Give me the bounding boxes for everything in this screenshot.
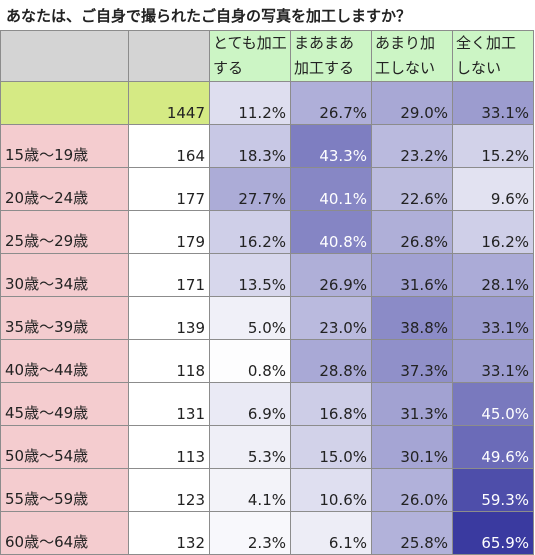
pct-not-at-all: 33.1% (452, 339, 534, 383)
pct-not-at-all: 33.1% (452, 296, 534, 340)
table-row: 25歳～29歳 179 16.2% 40.8% 26.8% 16.2% (0, 210, 534, 254)
pct-somewhat: 6.1% (290, 511, 372, 555)
pct-not-at-all: 15.2% (452, 124, 534, 168)
table-row: 60歳～64歳 132 2.3% 6.1% 25.8% 65.9% (0, 511, 534, 555)
pct-not-much: 22.6% (371, 167, 453, 211)
pct-very-much: 5.3% (209, 425, 291, 469)
pct-very-much: 4.1% (209, 468, 291, 512)
pct-somewhat: 28.8% (290, 339, 372, 383)
age-group-label: 50歳～54歳 (0, 425, 129, 469)
pct-not-much: 37.3% (371, 339, 453, 383)
pct-very-much: 13.5% (209, 253, 291, 297)
age-group-label: 30歳～34歳 (0, 253, 129, 297)
respondent-count: 139 (128, 296, 210, 340)
table-row: 45歳～49歳 131 6.9% 16.8% 31.3% 45.0% (0, 382, 534, 426)
total-row: 1447 11.2% 26.7% 29.0% 33.1% (0, 81, 534, 125)
total-pct-not-at-all: 33.1% (452, 81, 534, 125)
pct-somewhat: 16.8% (290, 382, 372, 426)
pct-not-at-all: 28.1% (452, 253, 534, 297)
respondent-count: 113 (128, 425, 210, 469)
pct-not-much: 31.6% (371, 253, 453, 297)
table-row: 20歳～24歳 177 27.7% 40.1% 22.6% 9.6% (0, 167, 534, 211)
age-group-label: 20歳～24歳 (0, 167, 129, 211)
respondent-count: 177 (128, 167, 210, 211)
pct-somewhat: 23.0% (290, 296, 372, 340)
pct-very-much: 18.3% (209, 124, 291, 168)
pct-not-at-all: 49.6% (452, 425, 534, 469)
respondent-count: 179 (128, 210, 210, 254)
total-pct-somewhat: 26.7% (290, 81, 372, 125)
age-group-label: 45歳～49歳 (0, 382, 129, 426)
header-row: とても加工する まあまあ加工する あまり加工しない 全く加工しない (0, 30, 534, 82)
age-group-label: 55歳～59歳 (0, 468, 129, 512)
total-label (0, 81, 129, 125)
table-row: 40歳～44歳 118 0.8% 28.8% 37.3% 33.1% (0, 339, 534, 383)
respondent-count: 131 (128, 382, 210, 426)
total-pct-not-much: 29.0% (371, 81, 453, 125)
pct-somewhat: 10.6% (290, 468, 372, 512)
pct-not-at-all: 45.0% (452, 382, 534, 426)
respondent-count: 118 (128, 339, 210, 383)
age-group-label: 60歳～64歳 (0, 511, 129, 555)
pct-not-at-all: 65.9% (452, 511, 534, 555)
pct-very-much: 0.8% (209, 339, 291, 383)
pct-not-much: 23.2% (371, 124, 453, 168)
pct-not-at-all: 16.2% (452, 210, 534, 254)
pct-very-much: 27.7% (209, 167, 291, 211)
age-group-label: 15歳～19歳 (0, 124, 129, 168)
table-row: 30歳～34歳 171 13.5% 26.9% 31.6% 28.1% (0, 253, 534, 297)
pct-somewhat: 15.0% (290, 425, 372, 469)
respondent-count: 123 (128, 468, 210, 512)
pct-not-much: 26.8% (371, 210, 453, 254)
respondent-count: 132 (128, 511, 210, 555)
page-title: あなたは、ご自身で撮られたご自身の写真を加工しますか？ (6, 7, 412, 25)
pct-somewhat: 43.3% (290, 124, 372, 168)
pct-not-at-all: 9.6% (452, 167, 534, 211)
pct-not-much: 38.8% (371, 296, 453, 340)
age-group-label: 35歳～39歳 (0, 296, 129, 340)
pct-not-much: 30.1% (371, 425, 453, 469)
total-count: 1447 (128, 81, 210, 125)
pct-very-much: 2.3% (209, 511, 291, 555)
header-blank-label (0, 30, 129, 82)
age-group-label: 25歳～29歳 (0, 210, 129, 254)
pct-somewhat: 40.8% (290, 210, 372, 254)
table-row: 15歳～19歳 164 18.3% 43.3% 23.2% 15.2% (0, 124, 534, 168)
pct-not-much: 25.8% (371, 511, 453, 555)
survey-table: とても加工する まあまあ加工する あまり加工しない 全く加工しない 1447 1… (0, 30, 534, 555)
pct-not-much: 31.3% (371, 382, 453, 426)
header-blank-count (128, 30, 210, 82)
pct-not-much: 26.0% (371, 468, 453, 512)
pct-somewhat: 40.1% (290, 167, 372, 211)
header-somewhat: まあまあ加工する (290, 30, 372, 82)
table-row: 35歳～39歳 139 5.0% 23.0% 38.8% 33.1% (0, 296, 534, 340)
pct-very-much: 5.0% (209, 296, 291, 340)
respondent-count: 171 (128, 253, 210, 297)
pct-not-at-all: 59.3% (452, 468, 534, 512)
header-very-much: とても加工する (209, 30, 291, 82)
header-not-much: あまり加工しない (371, 30, 453, 82)
survey-table-body: とても加工する まあまあ加工する あまり加工しない 全く加工しない 1447 1… (0, 30, 534, 555)
header-not-at-all: 全く加工しない (452, 30, 534, 82)
pct-very-much: 16.2% (209, 210, 291, 254)
pct-somewhat: 26.9% (290, 253, 372, 297)
age-group-label: 40歳～44歳 (0, 339, 129, 383)
total-pct-very-much: 11.2% (209, 81, 291, 125)
pct-very-much: 6.9% (209, 382, 291, 426)
table-row: 50歳～54歳 113 5.3% 15.0% 30.1% 49.6% (0, 425, 534, 469)
table-row: 55歳～59歳 123 4.1% 10.6% 26.0% 59.3% (0, 468, 534, 512)
respondent-count: 164 (128, 124, 210, 168)
